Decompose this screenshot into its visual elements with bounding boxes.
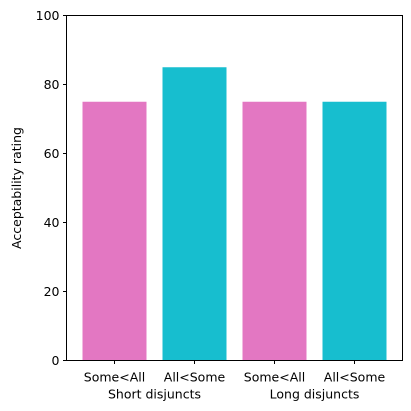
y-tick-label: 20: [44, 284, 60, 299]
bar: [162, 67, 227, 361]
bars-group: [82, 67, 387, 361]
plot-frame: [66, 15, 403, 361]
bar: [322, 101, 387, 361]
y-tick-label: 60: [44, 146, 60, 161]
bar: [242, 101, 307, 361]
x-tick-label: All<Some: [164, 370, 226, 385]
y-axis: 0 20 40 60 80 100: [36, 8, 67, 368]
y-tick-label: 40: [44, 215, 60, 230]
y-tick-label: 100: [36, 8, 60, 23]
x-group-label: Short disjuncts: [108, 387, 201, 402]
bar: [82, 101, 147, 361]
y-axis-label: Acceptability rating: [9, 127, 24, 249]
x-tick-label: All<Some: [324, 370, 386, 385]
y-tick-label: 80: [44, 77, 60, 92]
x-group-label: Long disjuncts: [270, 387, 360, 402]
x-tick-label: Some<All: [84, 370, 145, 385]
x-tick-label: Some<All: [244, 370, 305, 385]
y-tick-label: 0: [52, 353, 60, 368]
x-axis: Some<All All<Some Some<All All<Some Short di…: [84, 360, 386, 402]
